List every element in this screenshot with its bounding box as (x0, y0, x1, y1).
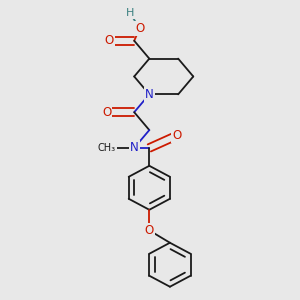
Text: O: O (172, 129, 182, 142)
Text: O: O (145, 224, 154, 237)
Text: O: O (135, 22, 144, 35)
Text: O: O (102, 106, 111, 119)
Text: N: N (130, 141, 139, 154)
Text: O: O (105, 34, 114, 47)
Text: CH₃: CH₃ (98, 143, 116, 153)
Text: N: N (145, 88, 154, 101)
Text: H: H (126, 8, 134, 18)
